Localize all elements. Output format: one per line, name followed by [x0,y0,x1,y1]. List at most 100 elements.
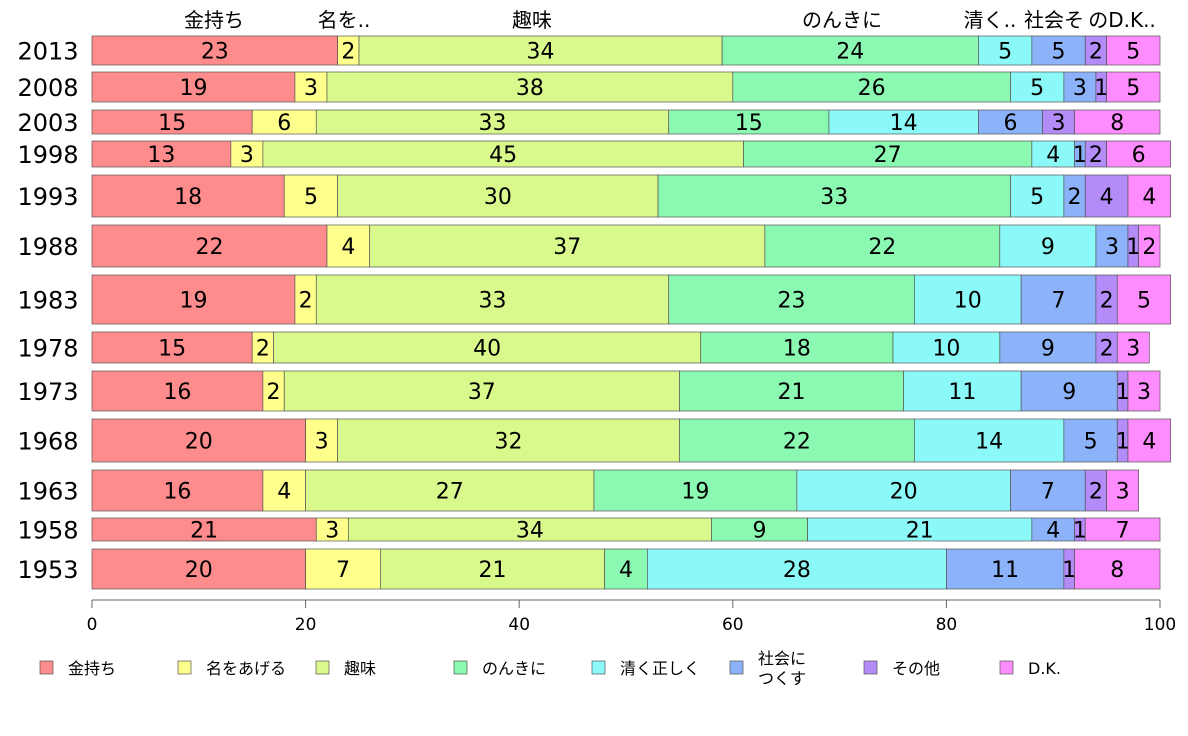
bar-segment [743,140,1033,168]
data-label: 3 [1126,337,1140,362]
category-label: 1988 [17,233,78,261]
bar-segment [283,174,338,218]
data-label: 4 [1100,185,1114,210]
data-label: 3 [325,519,339,544]
data-label: 1 [1126,235,1140,260]
legend-swatch [177,660,192,675]
data-label: 16 [163,380,191,405]
bar-row-1988: 22 4 37 22 9 3 1 2 [91,224,1161,268]
data-label: 2 [1089,40,1103,65]
bar-segment [337,418,680,463]
data-label: 33 [479,111,507,136]
bar-segment [315,274,670,325]
category-label: 1973 [17,378,78,406]
bar-segment [764,224,1001,268]
data-label: 2 [1100,289,1114,314]
category-label: 2013 [17,38,78,66]
legend-swatch [999,660,1014,675]
data-label: 24 [836,40,864,65]
series-top-label: 名を.. [318,8,371,32]
bar-segment [380,548,605,590]
bar-segment [903,370,1022,412]
bar-segment [796,469,1011,512]
data-label: 34 [516,519,544,544]
data-label: 6 [277,111,291,136]
bar-segment [999,224,1097,268]
data-label: 1 [1094,76,1108,101]
data-label: 40 [473,337,501,362]
data-label: 4 [1046,143,1060,168]
bar-segment [358,35,723,66]
bar-segment [1031,35,1086,66]
bar-row-1993: 18 5 30 33 5 2 4 4 [91,174,1172,218]
legend-label: のんきに [482,659,546,678]
data-label: 21 [190,519,218,544]
data-label: 4 [1046,519,1060,544]
data-label: 5 [1030,76,1044,101]
bar-segment [1020,274,1097,325]
series-top-label: のんきに [802,8,882,32]
data-label: 2 [267,380,281,405]
data-label: 1 [1073,519,1087,544]
data-label: 20 [185,558,213,583]
bar-segment [283,370,680,412]
bar-segment [337,174,659,218]
bar-row-2008: 19 3 38 26 5 3 1 5 [91,71,1161,103]
legend-label: 清く正しく [620,659,700,678]
data-label: 34 [527,40,555,65]
bar-segment [892,331,1001,364]
data-label: 6 [1003,111,1017,136]
data-label: 26 [858,76,886,101]
bar-segment [1106,71,1161,103]
bar-segment [91,71,296,103]
data-label: 9 [1041,337,1055,362]
data-label: 5 [1052,40,1066,65]
data-label: 11 [948,380,976,405]
legend-label: D.K. [1028,659,1061,678]
bar-segment [999,331,1097,364]
bar-segment [1010,174,1065,218]
bar-segment [1010,469,1086,512]
x-tick-label: 100 [1144,615,1176,635]
data-label: 22 [195,235,223,260]
data-label: 4 [1142,430,1156,455]
bar-segment [828,109,979,135]
data-label: 10 [954,289,982,314]
bar-segment [668,109,830,135]
bar-segment [273,331,702,364]
bar-segment [91,418,306,463]
bar-segment [593,469,798,512]
data-label: 2 [1089,480,1103,505]
data-label: 2 [1100,337,1114,362]
legend-label: 金持ち [68,659,116,678]
category-label: 1968 [17,428,78,456]
legend-item: のんきに [453,659,546,678]
bar-segment [1074,109,1161,135]
bar-segment [91,109,253,135]
bar-segment [1020,370,1118,412]
data-label: 3 [1105,235,1119,260]
data-label: 21 [778,380,806,405]
data-label: 2 [1089,143,1103,168]
bar-segment [721,35,979,66]
data-label: 8 [1110,558,1124,583]
bar-row-1983: 19 2 33 23 10 7 2 5 [91,274,1172,325]
data-label: 38 [516,76,544,101]
bar-segment [1127,418,1172,463]
data-label: 20 [890,480,918,505]
bar-segment [914,418,1065,463]
bar-segment [294,71,328,103]
bar-segment [1010,71,1065,103]
bar-segment [1116,274,1172,325]
bar-segment [1063,71,1097,103]
legend-item: 趣味 [315,659,376,678]
legend-swatch [315,660,330,675]
data-label: 30 [484,185,512,210]
category-label: 1963 [17,478,78,506]
data-label: 45 [489,143,517,168]
data-label: 22 [783,430,811,455]
data-label: 15 [158,111,186,136]
data-label: 3 [1116,480,1130,505]
data-label: 15 [158,337,186,362]
